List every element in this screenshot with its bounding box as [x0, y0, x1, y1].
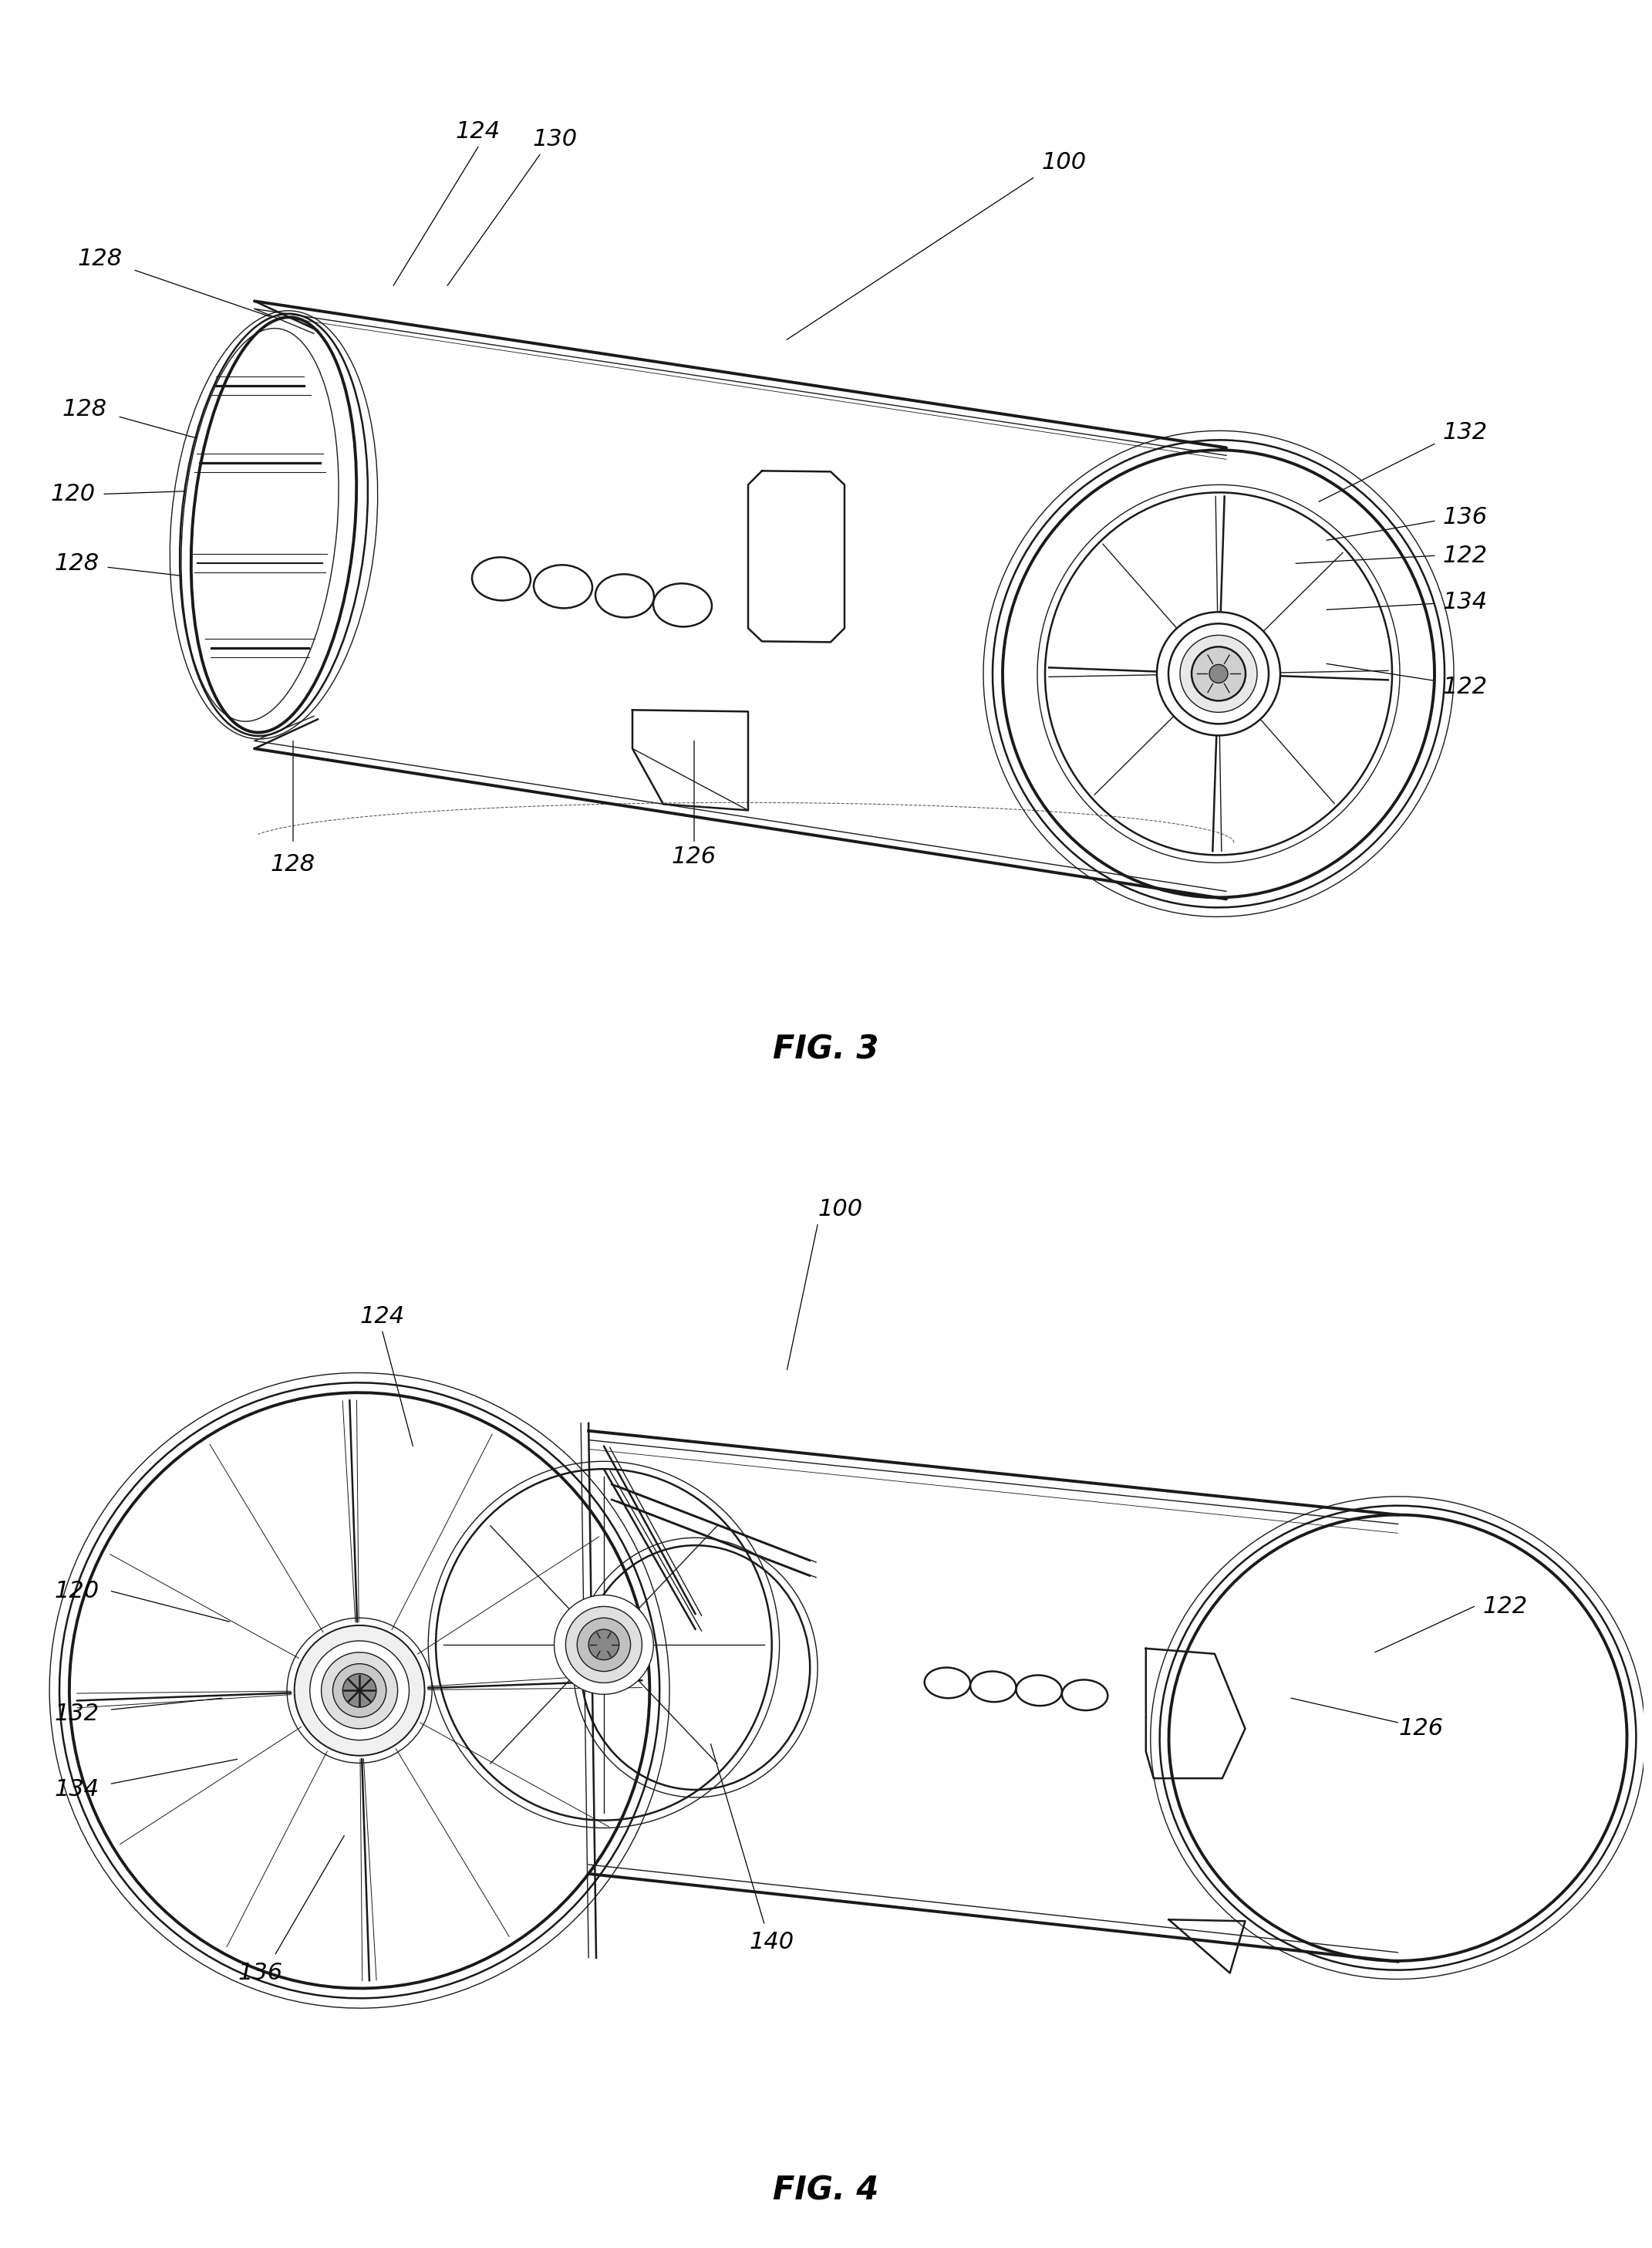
- Text: 130: 130: [534, 128, 578, 151]
- Ellipse shape: [1191, 647, 1246, 701]
- Ellipse shape: [294, 1625, 425, 1756]
- Text: 124: 124: [456, 119, 501, 142]
- Ellipse shape: [320, 1652, 398, 1729]
- Ellipse shape: [565, 1607, 643, 1684]
- Ellipse shape: [653, 584, 712, 627]
- Ellipse shape: [588, 1630, 620, 1659]
- Ellipse shape: [577, 1619, 631, 1670]
- Text: FIG. 4: FIG. 4: [773, 2174, 879, 2208]
- Ellipse shape: [294, 1625, 425, 1756]
- Ellipse shape: [553, 1596, 654, 1695]
- Text: 122: 122: [1442, 544, 1488, 566]
- Text: 128: 128: [55, 553, 99, 575]
- Ellipse shape: [1209, 665, 1227, 683]
- Ellipse shape: [925, 1668, 970, 1697]
- Ellipse shape: [1016, 1675, 1062, 1706]
- Text: 136: 136: [238, 1963, 282, 1985]
- Ellipse shape: [1168, 623, 1269, 724]
- Text: 134: 134: [1442, 591, 1488, 614]
- Text: 126: 126: [1398, 1717, 1444, 1740]
- Text: 120: 120: [55, 1580, 99, 1603]
- Text: 128: 128: [78, 247, 122, 270]
- Ellipse shape: [534, 564, 593, 609]
- Text: 100: 100: [818, 1198, 862, 1221]
- Ellipse shape: [970, 1670, 1016, 1702]
- Text: 128: 128: [63, 398, 107, 420]
- Ellipse shape: [1062, 1679, 1108, 1711]
- Ellipse shape: [342, 1675, 377, 1706]
- Ellipse shape: [472, 558, 530, 600]
- Ellipse shape: [1180, 636, 1257, 713]
- Text: 100: 100: [1042, 151, 1087, 173]
- Text: 120: 120: [51, 483, 96, 506]
- Ellipse shape: [595, 573, 654, 618]
- Ellipse shape: [1156, 611, 1280, 735]
- Ellipse shape: [190, 330, 330, 719]
- Text: FIG. 3: FIG. 3: [773, 1034, 879, 1066]
- Text: 134: 134: [55, 1778, 99, 1801]
- Text: 136: 136: [1442, 506, 1488, 528]
- Text: 128: 128: [271, 852, 316, 874]
- Ellipse shape: [182, 328, 339, 722]
- Text: 124: 124: [360, 1306, 405, 1326]
- Text: 126: 126: [672, 845, 717, 868]
- Ellipse shape: [311, 1641, 410, 1740]
- Text: 132: 132: [55, 1702, 99, 1724]
- Text: 122: 122: [1482, 1596, 1526, 1619]
- Text: 132: 132: [1442, 420, 1488, 443]
- Ellipse shape: [332, 1664, 387, 1717]
- Text: 122: 122: [1442, 677, 1488, 699]
- Text: 140: 140: [750, 1931, 795, 1954]
